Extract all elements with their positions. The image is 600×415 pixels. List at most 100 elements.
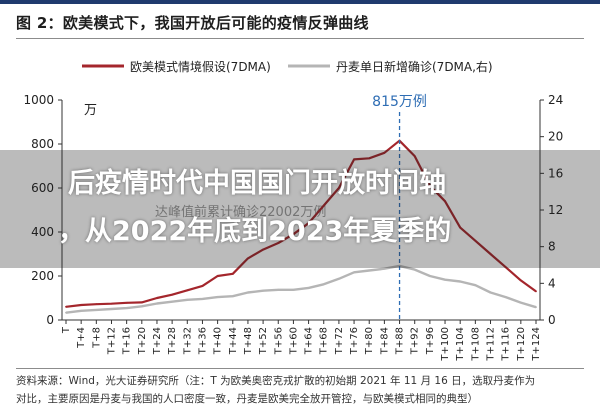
- x-tick-label: T+28: [167, 327, 178, 355]
- y-right-tick-label: 0: [548, 313, 556, 327]
- headline-overlay-band: [0, 150, 600, 268]
- x-tick-label: T: [61, 326, 72, 334]
- series-point-gray: [125, 307, 128, 309]
- y-right-tick-label: 24: [548, 93, 563, 107]
- source-note-line-1: 资料来源：Wind，光大证券研究所（注：T 为欧美奥密克戎扩散的初始期 2021…: [16, 375, 536, 387]
- y-right-tick-label: 12: [548, 203, 563, 217]
- series-point-gray: [231, 295, 234, 298]
- series-point-red: [65, 305, 67, 308]
- series-point-red: [535, 290, 537, 293]
- series-point-red: [444, 200, 446, 203]
- series-point-gray: [535, 306, 537, 309]
- series-point-gray: [140, 305, 143, 308]
- x-tick-label: T+108: [470, 327, 481, 362]
- headline-line-1: 后疫情时代中国国门开放时间轴: [68, 168, 446, 199]
- y-right-tick-label: 20: [548, 130, 563, 144]
- series-point-gray: [519, 301, 522, 304]
- series-point-gray: [262, 289, 264, 292]
- series-point-red: [413, 155, 416, 157]
- series-point-red: [231, 272, 234, 275]
- x-tick-label: T+48: [243, 327, 254, 355]
- series-point-gray: [156, 302, 158, 305]
- y-right-tick-label: 16: [548, 166, 563, 180]
- figure-title: 图 2：欧美模式下，我国开放后可能的疫情反弹曲线: [16, 14, 369, 32]
- series-point-red: [368, 157, 371, 160]
- source-note: 资料来源：Wind，光大证券研究所（注：T 为欧美奥密克戎扩散的初始期 2021…: [16, 372, 588, 408]
- series-point-gray: [186, 298, 189, 301]
- series-point-red: [353, 158, 355, 161]
- series-point-red: [459, 226, 462, 229]
- series-point-gray: [216, 296, 219, 298]
- series-point-gray: [368, 269, 371, 272]
- series-point-gray: [459, 280, 462, 283]
- x-tick-label: T+104: [455, 327, 466, 362]
- series-point-gray: [489, 291, 492, 294]
- y-left-tick-label: 600: [31, 181, 54, 195]
- x-tick-label: T+24: [152, 327, 163, 355]
- x-tick-label: T+124: [531, 327, 542, 362]
- legend: 欧美模式情境假设(7DMA) 丹麦单日新增确诊(7DMA,右): [82, 59, 493, 74]
- y-left-tick-label: 800: [31, 137, 54, 151]
- source-note-line-2: 对比，主要原因是丹麦与我国的人口密度一致，丹麦是欧美完全放开管控，与欧美模式相同…: [16, 393, 478, 405]
- series-point-red: [262, 248, 264, 251]
- x-tick-label: T+100: [440, 327, 451, 362]
- series-line-red: [65, 139, 537, 308]
- series-point-red: [171, 293, 174, 296]
- x-tick-label: T+20: [137, 327, 148, 355]
- y-left-unit-label: 万: [84, 103, 97, 118]
- x-tick-label: T+84: [379, 327, 390, 355]
- x-tick-label: T+72: [334, 327, 345, 355]
- series-point-gray: [65, 311, 67, 314]
- series-point-gray: [171, 300, 174, 303]
- series-point-red: [519, 279, 522, 282]
- series-point-gray: [444, 278, 446, 281]
- series-point-red: [156, 297, 158, 299]
- series-point-gray: [247, 291, 249, 294]
- series-line-gray: [65, 264, 537, 314]
- series-point-gray: [307, 287, 310, 289]
- title-divider: [16, 38, 584, 39]
- y-right-tick-label: 4: [548, 276, 556, 290]
- source-divider: [16, 368, 584, 369]
- x-tick-label: T+32: [182, 327, 193, 355]
- series-point-gray: [383, 267, 386, 270]
- y-left-tick-label: 0: [46, 313, 54, 327]
- y-left-tick-label: 200: [31, 269, 54, 283]
- series-point-red: [125, 301, 128, 304]
- series-point-gray: [413, 268, 416, 271]
- series-point-red: [428, 184, 431, 187]
- series-point-gray: [338, 277, 340, 280]
- x-tick-label: T+116: [501, 327, 512, 362]
- x-tick-label: T+96: [425, 327, 436, 355]
- y-left-tick-label: 1000: [23, 93, 54, 107]
- headline-line-2: ，从2022年底到2023年夏季的: [58, 216, 452, 247]
- series-point-gray: [80, 309, 83, 312]
- y-left-tick-label: 400: [31, 225, 54, 239]
- x-tick-label: T+88: [395, 327, 406, 355]
- x-tick-label: T+36: [197, 327, 208, 355]
- series-point-red: [474, 239, 477, 242]
- series-point-gray: [292, 288, 295, 291]
- x-tick-label: T+112: [486, 327, 497, 362]
- x-tick-label: T+8: [91, 327, 102, 349]
- series-point-red: [247, 257, 249, 260]
- series-point-red: [201, 285, 204, 287]
- peak-value-label: 815万例: [372, 94, 427, 110]
- series-point-red: [216, 275, 219, 277]
- series-point-red: [383, 151, 386, 154]
- series-point-red: [489, 253, 492, 255]
- x-tick-label: T+52: [258, 327, 269, 355]
- x-tick-label: T+44: [228, 327, 239, 355]
- x-tick-label: T+64: [304, 327, 315, 355]
- series-point-red: [95, 303, 98, 306]
- series-point-red: [322, 204, 325, 207]
- series-point-gray: [110, 308, 113, 310]
- top-rule: [0, 0, 600, 4]
- series-point-gray: [322, 283, 325, 286]
- x-tick-label: T+120: [516, 327, 527, 362]
- series-point-red: [186, 289, 189, 292]
- x-tick-label: T+92: [410, 327, 421, 355]
- x-tick-label: T+68: [319, 327, 330, 355]
- x-tick-label: T+76: [349, 327, 360, 355]
- series-point-gray: [201, 298, 204, 300]
